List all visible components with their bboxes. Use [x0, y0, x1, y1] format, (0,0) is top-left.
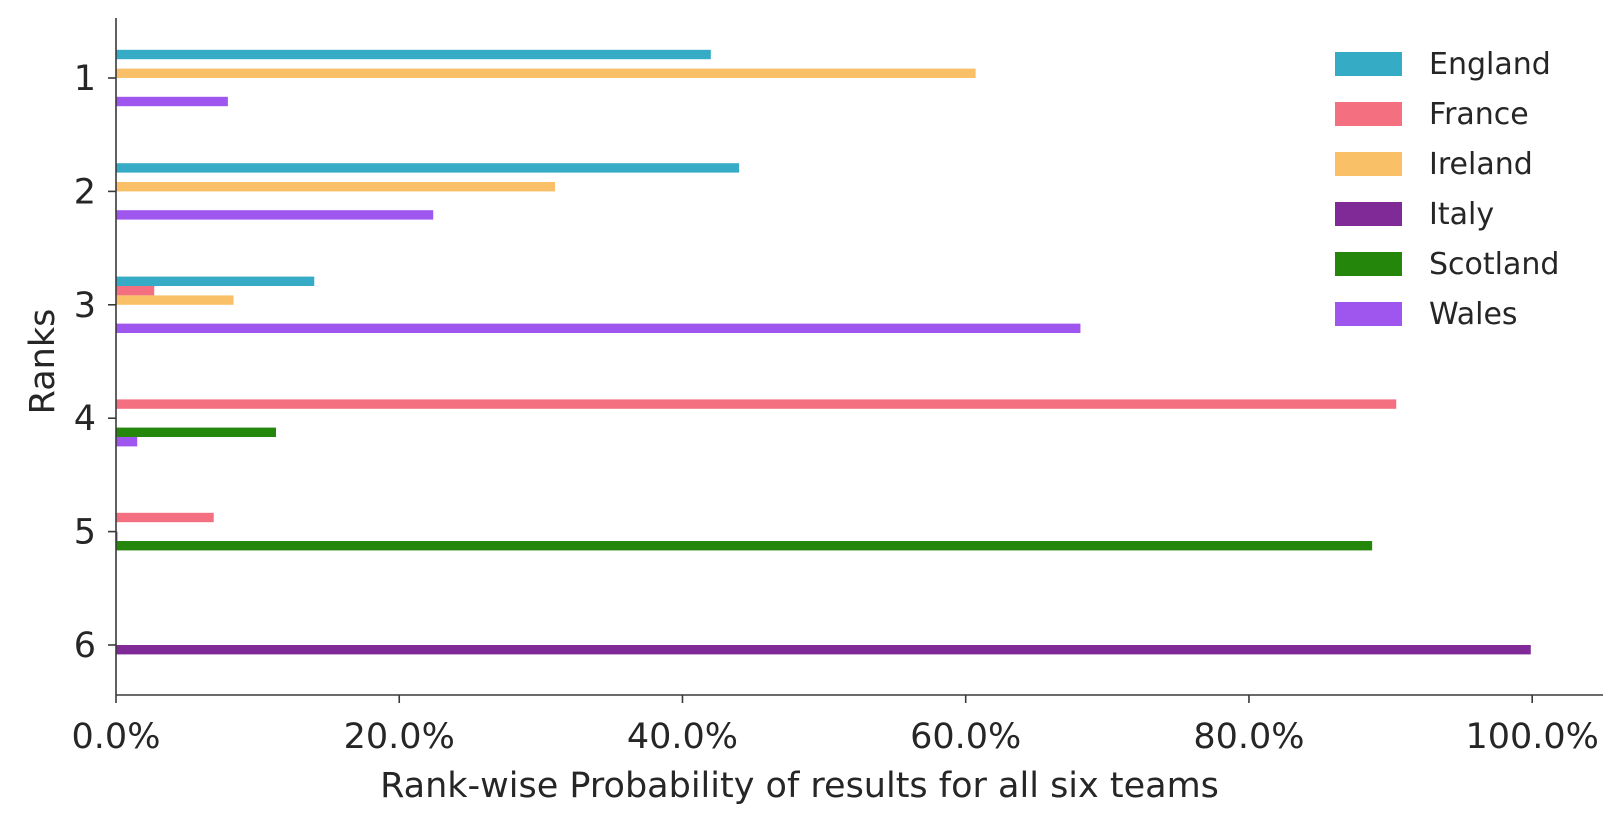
bar-ireland-rank-2 — [116, 182, 556, 192]
x-tick-label: 100.0% — [1465, 717, 1598, 757]
bar-france-rank-5 — [116, 512, 214, 523]
legend-label-wales: Wales — [1429, 297, 1518, 332]
legend-label-scotland: Scotland — [1429, 247, 1559, 282]
legend-label-italy: Italy — [1429, 197, 1494, 232]
y-tick-label: 5 — [74, 513, 96, 553]
y-tick-label: 1 — [74, 59, 96, 99]
legend-swatch-scotland — [1335, 252, 1402, 276]
bar-scotland-rank-5 — [116, 541, 1373, 551]
bar-wales-rank-4 — [116, 437, 138, 447]
legend-label-ireland: Ireland — [1429, 147, 1533, 182]
bar-italy-rank-6 — [116, 645, 1531, 655]
bar-france-rank-4 — [116, 399, 1397, 409]
legend-label-france: France — [1429, 97, 1529, 132]
legend-swatch-england — [1335, 52, 1402, 76]
legend-swatch-italy — [1335, 202, 1402, 226]
bar-england-rank-1 — [116, 49, 711, 60]
legend: England France Ireland Italy Scotland Wales — [1335, 47, 1559, 332]
y-axis-title: Ranks — [23, 309, 63, 415]
y-tick-label: 3 — [74, 286, 96, 326]
bar-wales-rank-1 — [116, 96, 228, 107]
legend-swatch-france — [1335, 102, 1402, 126]
x-tick-label: 20.0% — [344, 717, 455, 757]
bar-france-rank-3 — [116, 286, 155, 296]
legend-swatch-wales — [1335, 302, 1402, 326]
y-tick-label: 4 — [74, 399, 96, 439]
legend-swatch-ireland — [1335, 152, 1402, 176]
bar-wales-rank-3 — [116, 323, 1081, 333]
y-tick-label: 6 — [74, 626, 96, 666]
x-axis-title: Rank-wise Probability of results for all… — [380, 766, 1219, 806]
bar-england-rank-2 — [116, 163, 740, 173]
legend-label-england: England — [1429, 47, 1551, 82]
x-tick-label: 60.0% — [910, 717, 1021, 757]
x-ticks: 0.0% 20.0% 40.0% 60.0% 80.0% 100.0% — [72, 695, 1599, 757]
bars-layer — [116, 49, 1531, 655]
bar-ireland-rank-3 — [116, 295, 234, 305]
bar-wales-rank-2 — [116, 210, 434, 220]
x-tick-label: 80.0% — [1193, 717, 1304, 757]
x-tick-label: 40.0% — [627, 717, 738, 757]
bar-england-rank-3 — [116, 276, 315, 286]
axes — [115, 18, 1603, 696]
y-ticks: 1 2 3 4 5 6 — [74, 59, 116, 666]
y-tick-label: 2 — [74, 172, 96, 212]
x-tick-label: 0.0% — [72, 717, 161, 757]
bar-scotland-rank-4 — [116, 427, 277, 437]
bar-ireland-rank-1 — [116, 68, 976, 78]
